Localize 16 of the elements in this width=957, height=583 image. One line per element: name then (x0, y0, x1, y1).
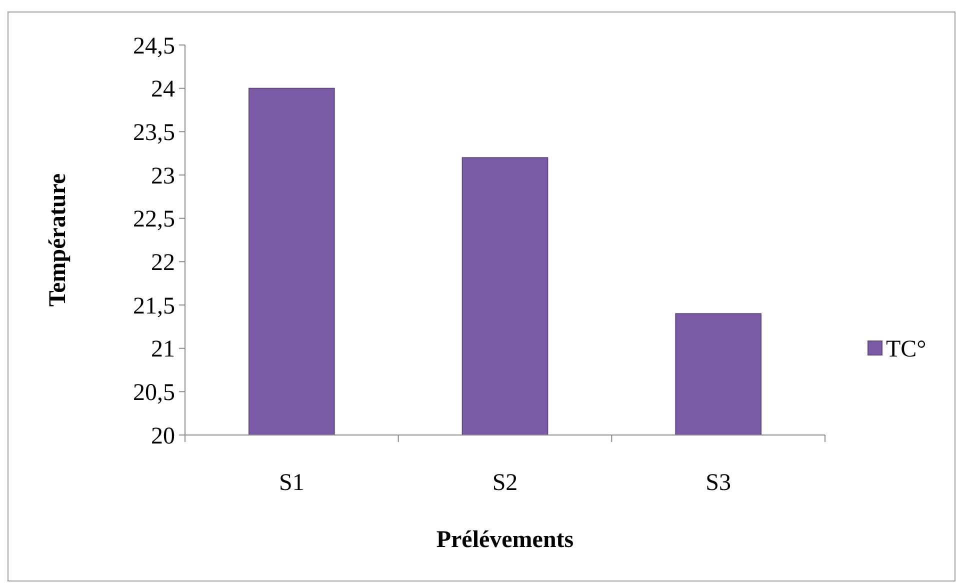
y-tick-label: 22 (151, 250, 175, 276)
y-tick-label: 23,5 (133, 120, 175, 146)
y-tick-label: 21 (151, 336, 175, 363)
x-tick-label: S1 (278, 470, 304, 496)
y-tick-label: 21,5 (133, 293, 175, 320)
y-tick-label: 20,5 (133, 380, 175, 406)
x-axis-title: Prélévements (436, 527, 574, 553)
y-tick-label: 23 (151, 163, 175, 190)
y-tick-label: 20 (151, 423, 175, 450)
y-tick-label: 24 (151, 76, 175, 103)
x-tick-label: S3 (706, 470, 732, 496)
legend-label: TC° (886, 336, 926, 362)
y-tick-label: 22,5 (133, 206, 175, 233)
y-tick-label: 24,5 (133, 33, 175, 60)
y-axis-title: Température (45, 172, 71, 307)
x-tick-label: S2 (492, 470, 518, 496)
